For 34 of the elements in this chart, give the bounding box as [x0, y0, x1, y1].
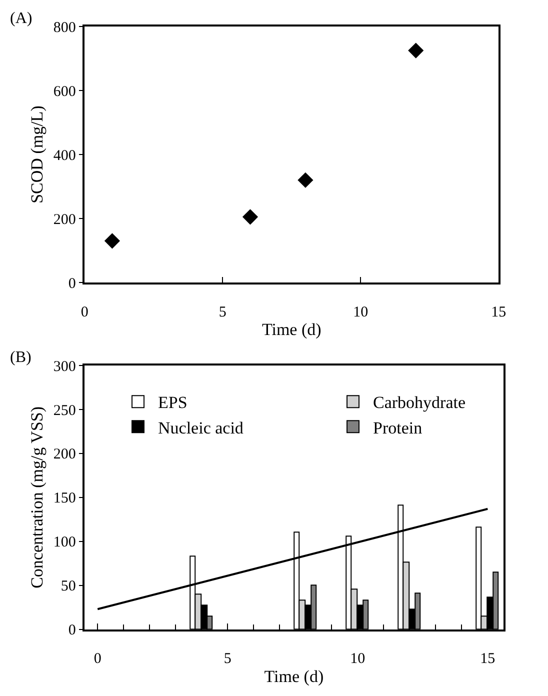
x-axis-title: Time (d): [264, 667, 324, 686]
point: [298, 172, 314, 188]
chart-title: (B): [10, 349, 32, 366]
x-axis-title: Time (d): [262, 320, 322, 340]
y-tick-label: 200: [53, 446, 76, 463]
y-tick-label: 50: [60, 578, 76, 595]
x-tick-label: 10: [350, 651, 366, 668]
point: [408, 42, 424, 58]
x-tick-label: 15: [491, 304, 506, 320]
y-axis-title: Concentration (mg/g VSS): [27, 406, 46, 588]
y-tick-label: 800: [53, 20, 76, 36]
x-tick-label: 15: [480, 651, 496, 668]
y-tick-label: 250: [53, 402, 76, 419]
y-tick-label: 600: [53, 84, 76, 100]
x-tick-label: 5: [224, 651, 232, 668]
y-axis-title: SCOD (mg/L): [27, 106, 46, 204]
chart-title: (A): [10, 10, 32, 27]
legend-label: Nucleic acid: [158, 418, 244, 438]
x-tick-label: 5: [218, 304, 226, 320]
y-tick-label: 200: [53, 212, 76, 228]
legend-label: EPS: [158, 393, 188, 412]
point: [104, 233, 120, 249]
point: [242, 209, 258, 225]
y-tick-label: 300: [53, 358, 76, 375]
x-tick-label: 0: [94, 651, 102, 668]
y-tick-label: 100: [53, 534, 76, 551]
y-tick-label: 150: [53, 490, 76, 507]
y-tick-label: 0: [68, 276, 76, 292]
legend-label: Protein: [373, 418, 423, 438]
x-tick-label: 0: [80, 304, 88, 320]
y-tick-label: 0: [68, 622, 76, 639]
y-tick-label: 400: [53, 148, 76, 164]
legend-label: Carbohydrate: [373, 393, 466, 412]
x-tick-label: 10: [353, 304, 368, 320]
